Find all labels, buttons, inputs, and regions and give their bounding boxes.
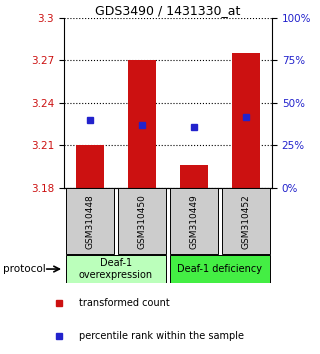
FancyBboxPatch shape xyxy=(118,188,166,254)
Text: GSM310449: GSM310449 xyxy=(189,194,198,249)
FancyBboxPatch shape xyxy=(66,256,166,282)
Bar xyxy=(76,145,104,188)
FancyBboxPatch shape xyxy=(170,188,218,254)
FancyBboxPatch shape xyxy=(66,188,114,254)
FancyBboxPatch shape xyxy=(222,188,270,254)
Text: Deaf-1
overexpression: Deaf-1 overexpression xyxy=(79,258,153,280)
Text: GSM310448: GSM310448 xyxy=(85,194,94,249)
Text: protocol: protocol xyxy=(3,264,46,274)
Bar xyxy=(128,60,156,188)
Text: transformed count: transformed count xyxy=(79,298,170,308)
FancyBboxPatch shape xyxy=(170,256,270,282)
Text: percentile rank within the sample: percentile rank within the sample xyxy=(79,331,244,341)
Text: GSM310452: GSM310452 xyxy=(242,194,251,249)
Title: GDS3490 / 1431330_at: GDS3490 / 1431330_at xyxy=(95,4,241,17)
Bar xyxy=(180,165,208,188)
Text: GSM310450: GSM310450 xyxy=(138,194,147,249)
Bar xyxy=(232,53,260,188)
Text: Deaf-1 deficiency: Deaf-1 deficiency xyxy=(178,264,262,274)
